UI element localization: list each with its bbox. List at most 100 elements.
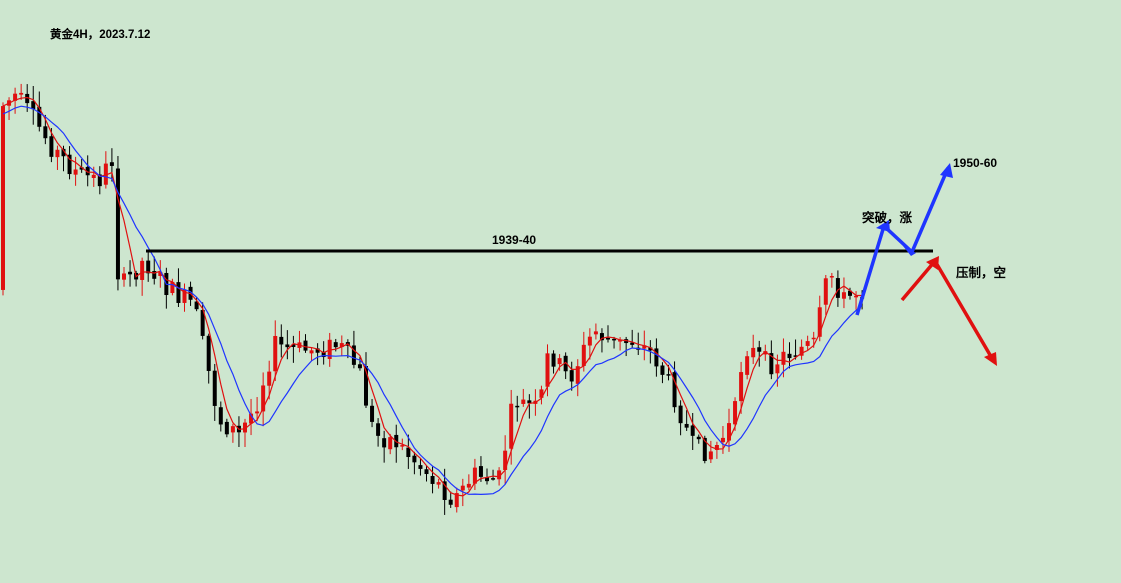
candle-body (460, 485, 465, 491)
candle-body (279, 336, 284, 345)
candle-body (478, 466, 483, 477)
candle-body (109, 162, 114, 166)
retest-arrow-path (882, 167, 950, 255)
candle-body (799, 346, 804, 356)
candle-body (660, 365, 665, 375)
candle-body (823, 278, 828, 305)
candle-body (563, 355, 568, 372)
candle-body (61, 148, 66, 157)
candle-body (472, 467, 477, 484)
candle-body (714, 445, 719, 450)
candle-body (551, 353, 556, 367)
candle-body (333, 342, 338, 348)
candle-body (243, 422, 247, 433)
resistance-level-label: 1939-40 (492, 233, 536, 247)
candle-body (91, 174, 96, 178)
candle-body (739, 372, 744, 402)
candle-body (811, 337, 816, 340)
candle-body (182, 289, 187, 303)
rejection-arrow-head-top (926, 256, 939, 270)
candle-body (436, 482, 441, 485)
candle-body (618, 339, 623, 342)
candle-body (581, 344, 586, 366)
candle-body (612, 338, 617, 341)
candle-body (73, 169, 78, 175)
slow-moving-average-line (2, 105, 863, 496)
candle-body (503, 450, 508, 470)
candle-body (19, 92, 24, 95)
candle-body (848, 290, 852, 296)
candle-body (708, 451, 713, 460)
candle-body (829, 276, 834, 278)
candle-body (140, 260, 145, 280)
candle-body (79, 167, 84, 170)
breakout-arrow-path (855, 225, 886, 316)
candle-body (769, 353, 774, 375)
candle-body (805, 341, 810, 346)
candle-body (424, 469, 429, 475)
candle-body (13, 93, 18, 101)
candle-body (593, 331, 598, 335)
candle-body (200, 309, 205, 336)
candle-body (351, 345, 356, 365)
candle-body (115, 168, 120, 280)
candle-body (787, 353, 792, 359)
candle-body (575, 366, 580, 384)
candle-body (793, 355, 798, 357)
candle-body (128, 271, 133, 275)
candle-body (267, 371, 272, 386)
candle-body (285, 344, 290, 348)
candle-body (654, 348, 659, 367)
candle-body (315, 348, 320, 353)
candle-body (206, 335, 211, 371)
candle-body (757, 347, 762, 352)
candle-body (67, 154, 72, 175)
candle-body (194, 301, 199, 310)
candle-body (158, 272, 163, 276)
candle-body (291, 344, 296, 347)
candle-body (97, 174, 102, 187)
fast-moving-average-line (2, 96, 863, 497)
candle-body (448, 499, 453, 505)
candle-body (841, 292, 846, 299)
candle-body (37, 106, 42, 127)
candle-body (364, 366, 368, 406)
candle-body (648, 347, 653, 351)
candle-body (587, 336, 592, 346)
candle-body (642, 345, 647, 349)
candle-body (327, 339, 332, 360)
candle-body (103, 163, 108, 185)
candle-body (273, 335, 278, 372)
candle-body (339, 343, 344, 348)
candle-body (690, 425, 695, 436)
candle-body (261, 385, 266, 412)
candle-body (357, 364, 362, 369)
candle-body (122, 273, 126, 280)
candle-body (485, 477, 489, 482)
breakout-label: 突破，涨 (862, 210, 913, 225)
candle-body (400, 445, 405, 447)
candle-body (25, 93, 30, 104)
candle-body (370, 405, 375, 422)
candle-body (49, 136, 54, 157)
candle-body (569, 370, 574, 382)
candle-body (152, 271, 157, 279)
candle-body (666, 374, 671, 376)
candle-body (212, 370, 217, 406)
candle-body (230, 426, 235, 433)
candle-body (817, 307, 822, 337)
candle-body (454, 493, 459, 508)
candle-body (309, 350, 314, 354)
candle-body (854, 295, 859, 298)
candle-body (702, 437, 707, 461)
retest-arrow-head (903, 246, 916, 256)
candle-body (303, 340, 308, 351)
candle-body (146, 260, 151, 274)
candle-body (1, 106, 5, 290)
candle-body (31, 101, 36, 110)
rejection-arrow-head-bottom (984, 352, 997, 366)
target-label: 1950-60 (953, 156, 997, 170)
candle-body (388, 437, 393, 450)
candle-body (557, 358, 562, 365)
